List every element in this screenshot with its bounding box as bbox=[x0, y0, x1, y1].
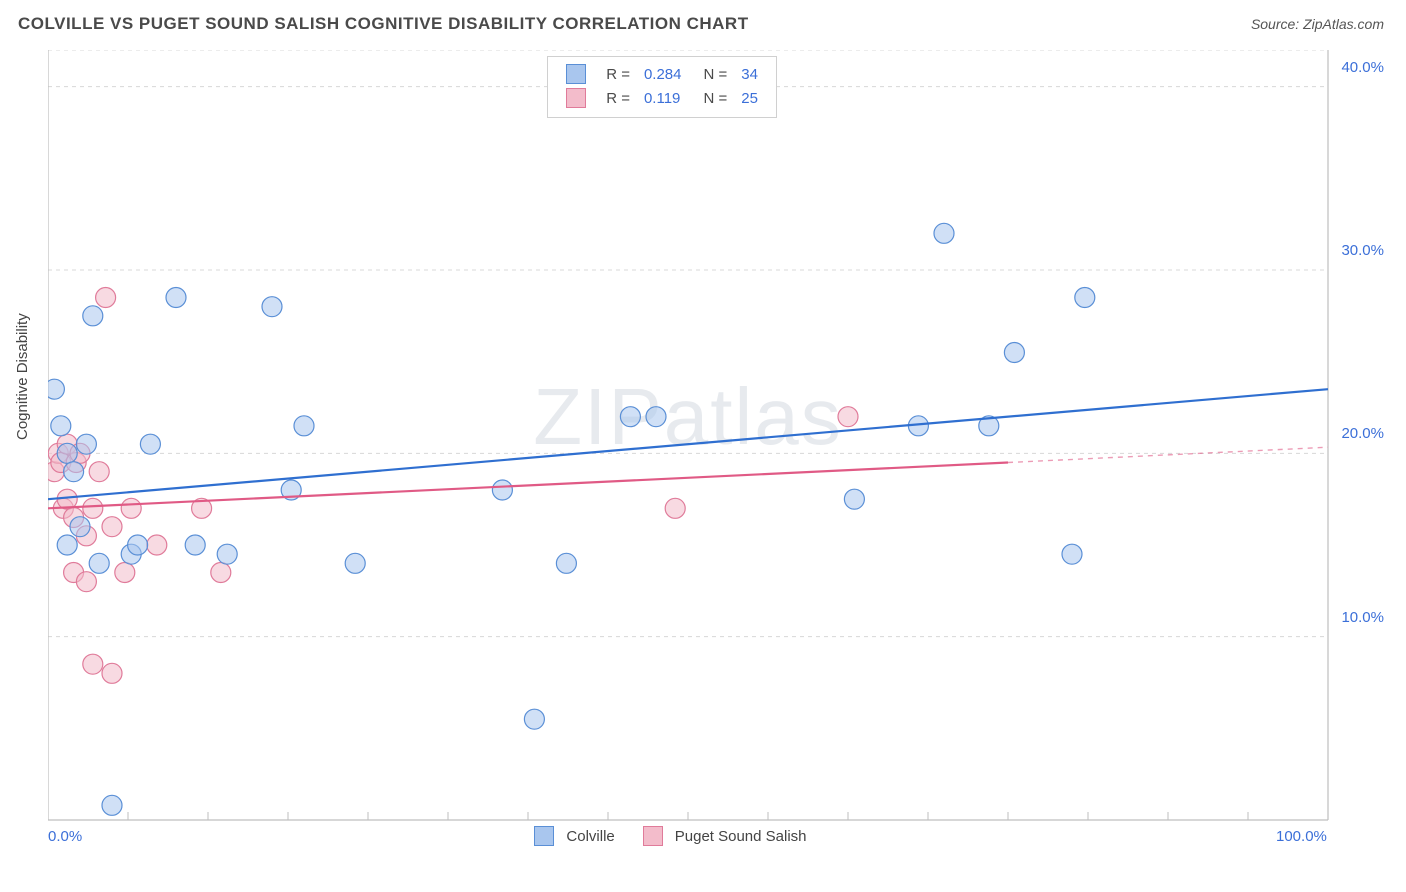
legend: Colville Puget Sound Salish bbox=[534, 826, 806, 846]
y-tick-label: 20.0% bbox=[1341, 425, 1384, 442]
y-tick-label: 10.0% bbox=[1341, 609, 1384, 626]
legend-item: Colville bbox=[534, 826, 614, 846]
x-tick-label: 100.0% bbox=[1276, 828, 1327, 845]
plot-area: ZIPatlas 10.0%20.0%30.0%40.0%0.0%100.0%R… bbox=[48, 50, 1388, 830]
source-label: Source: ZipAtlas.com bbox=[1251, 16, 1384, 32]
stats-box: R =0.284N =34R =0.119N =25 bbox=[547, 56, 777, 118]
legend-item: Puget Sound Salish bbox=[643, 826, 807, 846]
header: COLVILLE VS PUGET SOUND SALISH COGNITIVE… bbox=[0, 0, 1406, 44]
y-tick-label: 40.0% bbox=[1341, 59, 1384, 76]
svg-text:ZIPatlas: ZIPatlas bbox=[533, 372, 842, 461]
y-tick-label: 30.0% bbox=[1341, 242, 1384, 259]
y-axis-label: Cognitive Disability bbox=[14, 313, 31, 440]
chart-title: COLVILLE VS PUGET SOUND SALISH COGNITIVE… bbox=[18, 14, 749, 34]
x-tick-label: 0.0% bbox=[48, 828, 82, 845]
scatter-chart: ZIPatlas bbox=[48, 50, 1388, 830]
